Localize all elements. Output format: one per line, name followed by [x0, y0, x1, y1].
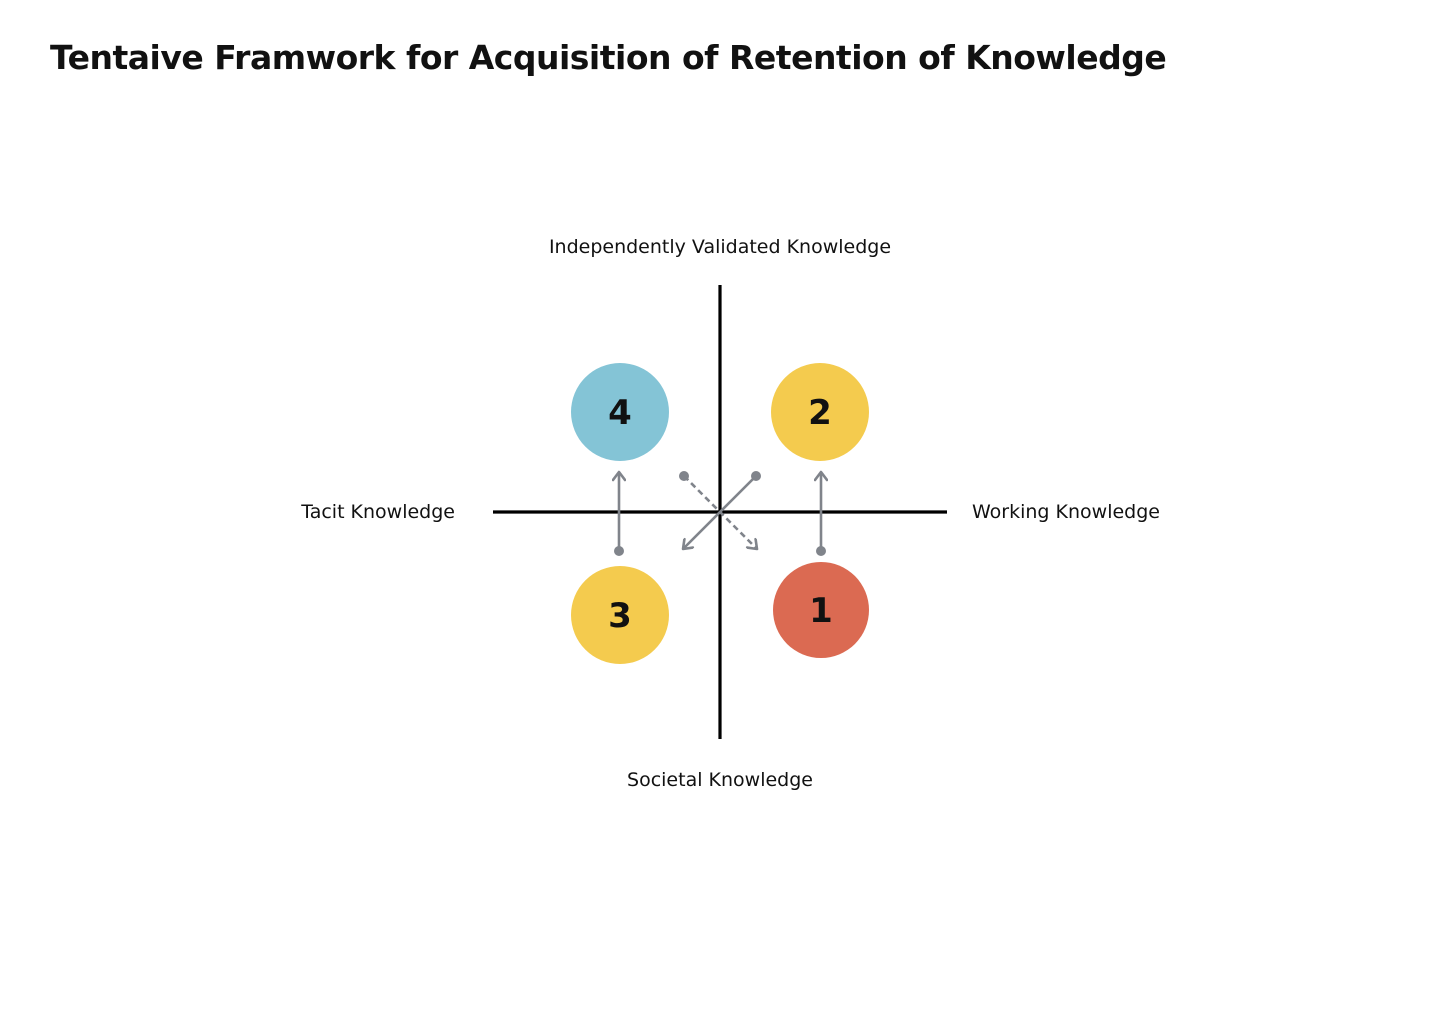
axis-label-left: Tacit Knowledge	[300, 501, 455, 523]
node-4-label: 4	[608, 393, 632, 433]
node-2-label: 2	[808, 393, 832, 433]
node-3-label: 3	[608, 596, 632, 636]
arrow-1-to-2	[816, 472, 826, 556]
arrow-diagonal-solid	[683, 471, 761, 549]
node-3: 3	[571, 566, 669, 664]
arrow-3-to-4	[614, 472, 624, 556]
node-1: 1	[773, 562, 869, 658]
node-2: 2	[771, 363, 869, 461]
axis-label-top: Independently Validated Knowledge	[549, 236, 891, 258]
arrow-diagonal-dashed	[679, 471, 757, 549]
axis-label-right: Working Knowledge	[972, 501, 1160, 523]
node-1-label: 1	[809, 591, 833, 631]
node-4: 4	[571, 363, 669, 461]
axis-label-bottom: Societal Knowledge	[627, 769, 813, 791]
page-title: Tentaive Framwork for Acquisition of Ret…	[50, 38, 1167, 77]
